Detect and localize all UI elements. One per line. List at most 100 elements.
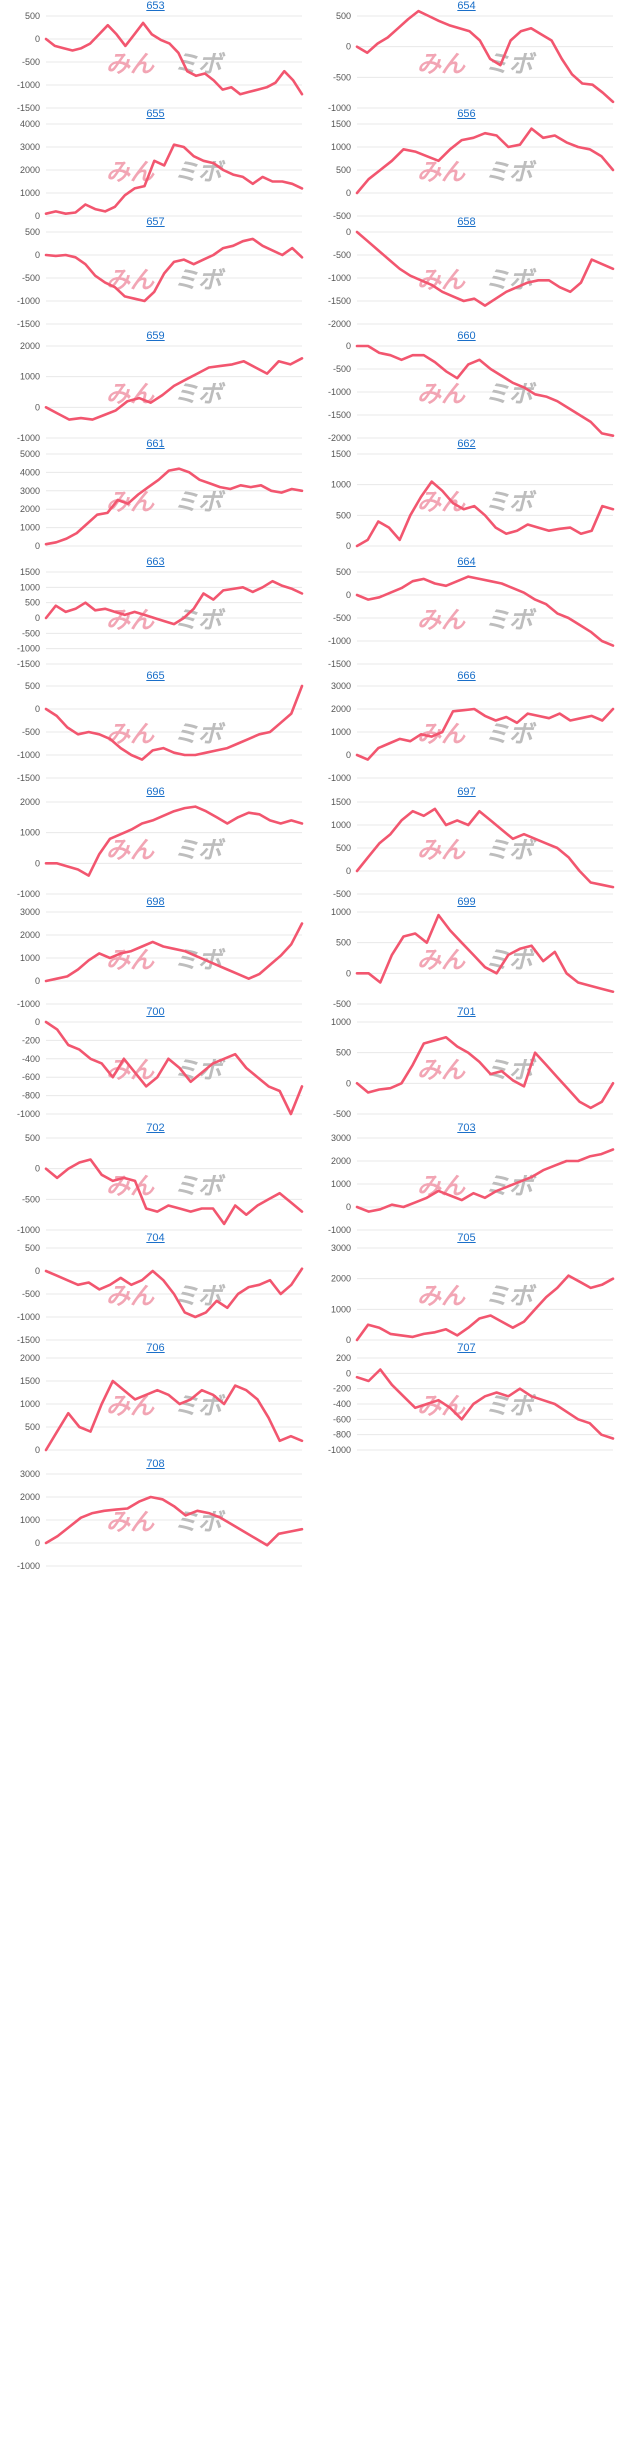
chart-title-link[interactable]: 704 [146, 1232, 165, 1244]
y-tick-label: -1500 [17, 1335, 40, 1345]
y-tick-label: -1000 [17, 1225, 40, 1235]
chart-title-link[interactable]: 706 [146, 1342, 165, 1354]
y-tick-label: 0 [35, 1538, 40, 1548]
y-tick-label: -1000 [17, 296, 40, 306]
y-tick-label: -500 [333, 613, 351, 623]
chart-title-link[interactable]: 657 [146, 216, 165, 228]
watermark-logo-left: みん [417, 836, 466, 864]
y-tick-label: 1000 [331, 1179, 351, 1189]
y-tick-label: 0 [35, 1266, 40, 1276]
y-tick-label: 1000 [20, 582, 40, 592]
series-line [355, 807, 615, 889]
y-tick-label: 0 [35, 613, 40, 623]
line-chart-plot: 500 0 -500 -1000 みん ミボ [328, 9, 615, 113]
chart-title-link[interactable]: 708 [146, 1458, 165, 1470]
chart-660: 660 0 -500 -1000 -1500 -2000 みん ミボ [311, 330, 622, 443]
chart-title-link[interactable]: 658 [457, 216, 476, 228]
chart-697: 697 1500 1000 500 0 -500 みん ミボ [311, 786, 622, 899]
chart-title-link[interactable]: 702 [146, 1122, 165, 1134]
y-tick-label: 0 [35, 704, 40, 714]
y-tick-label: -500 [22, 628, 40, 638]
y-tick-label: -500 [22, 273, 40, 283]
watermark-logo-right: ミボ [174, 1392, 226, 1420]
y-tick-label: 1000 [331, 142, 351, 152]
chart-title-link[interactable]: 655 [146, 108, 165, 120]
y-tick-label: 0 [346, 866, 351, 876]
y-tick-label: 500 [336, 510, 351, 520]
chart-title-link[interactable]: 659 [146, 330, 165, 342]
chart-title-link[interactable]: 660 [457, 330, 476, 342]
y-tick-label: 0 [346, 750, 351, 760]
chart-title-link[interactable]: 653 [146, 0, 165, 12]
chart-665: 665 500 0 -500 -1000 -1500 みん ミボ [0, 670, 311, 783]
y-tick-label: 500 [336, 938, 351, 948]
chart-title-link[interactable]: 654 [457, 0, 476, 12]
series-line [44, 922, 304, 983]
y-tick-label: 1000 [20, 188, 40, 198]
y-tick-label: -1500 [328, 410, 351, 420]
y-tick-label: -1000 [17, 750, 40, 760]
y-tick-label: 0 [35, 250, 40, 260]
y-tick-label: 2000 [20, 341, 40, 351]
y-tick-label: -1000 [328, 773, 351, 783]
series-line [44, 1020, 304, 1116]
chart-title-link[interactable]: 698 [146, 896, 165, 908]
y-tick-label: 0 [35, 1445, 40, 1455]
chart-654: 654 500 0 -500 -1000 みん ミボ [311, 0, 622, 113]
chart-title-link[interactable]: 665 [146, 670, 165, 682]
chart-title-link[interactable]: 705 [457, 1232, 476, 1244]
y-tick-label: 2000 [20, 1492, 40, 1502]
chart-657: 657 500 0 -500 -1000 -1500 みん ミボ [0, 216, 311, 329]
chart-title-link[interactable]: 697 [457, 786, 476, 798]
y-tick-label: 500 [25, 11, 40, 21]
series-line [355, 1035, 615, 1110]
y-tick-label: 2000 [20, 1353, 40, 1363]
series-line [44, 1158, 304, 1226]
line-chart-plot: 0 -500 -1000 -1500 -2000 みん ミボ [328, 341, 615, 443]
y-tick-label: 2000 [331, 704, 351, 714]
y-tick-label: 1000 [20, 523, 40, 533]
chart-title-link[interactable]: 661 [146, 438, 165, 450]
y-tick-label: 0 [346, 590, 351, 600]
y-tick-label: 0 [346, 42, 351, 52]
chart-title-link[interactable]: 663 [146, 556, 165, 568]
y-tick-label: -1500 [328, 296, 351, 306]
chart-title-link[interactable]: 664 [457, 556, 476, 568]
watermark-logo-left: みん [417, 1056, 466, 1084]
series-line [355, 344, 615, 437]
watermark-logo-right: ミボ [485, 946, 537, 974]
chart-704: 704 500 0 -500 -1000 -1500 みん ミボ [0, 1232, 311, 1345]
y-tick-label: 1000 [331, 907, 351, 917]
chart-title-link[interactable]: 666 [457, 670, 476, 682]
chart-title-link[interactable]: 700 [146, 1006, 165, 1018]
y-tick-label: -500 [22, 727, 40, 737]
chart-title-link[interactable]: 696 [146, 786, 165, 798]
chart-title-link[interactable]: 656 [457, 108, 476, 120]
y-tick-label: 0 [35, 976, 40, 986]
chart-701: 701 1000 500 0 -500 みん ミボ [311, 1006, 622, 1119]
watermark-logo-right: ミボ [174, 1172, 226, 1200]
y-tick-label: 0 [35, 1017, 40, 1027]
chart-title-link[interactable]: 701 [457, 1006, 476, 1018]
y-tick-label: -1000 [328, 387, 351, 397]
chart-title-link[interactable]: 703 [457, 1122, 476, 1134]
y-tick-label: 500 [336, 11, 351, 21]
series-line [44, 579, 304, 626]
y-tick-label: 2000 [20, 165, 40, 175]
y-tick-label: 0 [35, 402, 40, 412]
chart-title-link[interactable]: 707 [457, 1342, 476, 1354]
line-chart-plot: 500 0 -500 -1000 -1500 みん ミボ [328, 567, 615, 669]
y-tick-label: -2000 [328, 319, 351, 329]
y-tick-label: -800 [333, 1430, 351, 1440]
watermark-logo-left: みん [417, 380, 466, 408]
watermark-logo-right: ミボ [174, 836, 226, 864]
watermark-logo-left: みん [417, 606, 466, 634]
y-tick-label: 200 [336, 1353, 351, 1363]
watermark-logo-right: ミボ [485, 488, 537, 516]
chart-title-link[interactable]: 662 [457, 438, 476, 450]
y-tick-label: -200 [333, 1384, 351, 1394]
chart-title-link[interactable]: 699 [457, 896, 476, 908]
y-tick-label: 3000 [331, 1133, 351, 1143]
chart-659: 659 2000 1000 0 -1000 みん ミボ [0, 330, 311, 443]
